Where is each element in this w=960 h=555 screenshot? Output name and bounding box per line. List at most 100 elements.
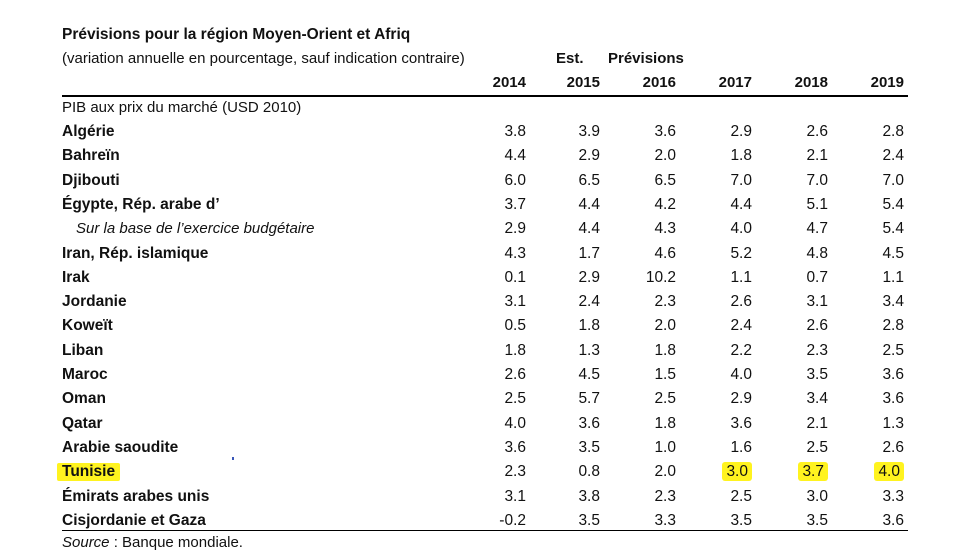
cell-value: 3.5	[578, 438, 600, 456]
table-cell: 3.9	[540, 123, 600, 141]
table-cell: 3.5	[768, 512, 828, 530]
table-cell: 1.1	[844, 269, 904, 287]
cell-value: 1.8	[730, 147, 752, 165]
row-label: Tunisie	[57, 463, 121, 482]
cell-value: 2.1	[806, 147, 828, 165]
cell-value: 3.6	[882, 366, 904, 383]
table-cell: 2.9	[540, 147, 600, 165]
cell-value: 0.1	[504, 268, 526, 286]
cell-value: 5.2	[730, 244, 752, 262]
table-cell: 6.0	[466, 172, 526, 190]
footer-divider	[62, 530, 908, 532]
year-header: 2019	[870, 74, 904, 91]
table-cell: 2.1	[768, 147, 828, 165]
table-row: Koweït 0.5 1.8 2.0 2.4 2.6 2.8	[0, 315, 960, 339]
table-cell: 3.6	[844, 512, 904, 530]
table-cell: 2.5	[844, 342, 904, 360]
cell-value: 3.0	[806, 487, 828, 505]
table-cell: 3.0	[692, 462, 752, 482]
table-cell: 7.0	[768, 172, 828, 190]
cell-value: 4.8	[806, 244, 828, 262]
row-label: Arabie saoudite	[62, 438, 179, 456]
cell-value: 7.0	[730, 171, 752, 189]
table-cell: 3.7	[466, 196, 526, 214]
table-cell: 4.0	[844, 462, 904, 482]
row-label: Algérie	[62, 123, 115, 140]
table-cell: 3.6	[844, 366, 904, 384]
cell-value: 4.0	[504, 414, 526, 432]
table-cell: 4.2	[616, 196, 676, 214]
cell-value: 2.5	[504, 390, 526, 408]
table-cell: 7.0	[692, 172, 752, 190]
cell-value: 3.4	[806, 390, 828, 408]
table-row: Égypte, Rép. arabe d’ 3.7 4.4 4.2 4.4 5.1 5.4	[0, 194, 960, 218]
cell-value: 2.8	[882, 317, 904, 335]
table-cell: 4.0	[692, 220, 752, 238]
table-row: Liban 1.8 1.3 1.8 2.2 2.3 2.5	[0, 340, 960, 364]
cell-value: 6.5	[578, 171, 600, 189]
table-cell: 1.5	[616, 366, 676, 384]
cell-value: -0.2	[499, 511, 526, 529]
table-cell: 2.2	[692, 342, 752, 360]
header-divider	[62, 95, 908, 97]
table-row: Jordanie 3.1 2.4 2.3 2.6 3.1 3.4	[0, 291, 960, 315]
table-cell: 3.6	[844, 390, 904, 408]
cell-value: 2.9	[504, 220, 526, 238]
table-row: Bahreïn 4.4 2.9 2.0 1.8 2.1 2.4	[0, 145, 960, 169]
cell-value: 3.7	[798, 462, 828, 482]
cell-value: 3.6	[654, 123, 676, 140]
table-cell: 0.1	[466, 269, 526, 287]
table-cell: 3.4	[844, 293, 904, 311]
cell-value: 4.3	[504, 244, 526, 262]
estimate-label: Est.	[556, 50, 584, 67]
table-cell: 5.4	[844, 196, 904, 214]
table-row: Cisjordanie et Gaza -0.2 3.5 3.3 3.5 3.5 3.6	[0, 510, 960, 534]
cell-value: 10.2	[645, 268, 676, 286]
table-row: Émirats arabes unis 3.1 3.8 2.3 2.5 3.0 3.3	[0, 486, 960, 510]
cell-value: 1.8	[654, 414, 676, 432]
cell-value: 4.4	[578, 195, 600, 213]
table-row: Tunisie 2.3 0.8 2.0 3.0 3.7 4.0	[0, 461, 960, 485]
cell-value: 2.3	[654, 293, 676, 311]
year-header: 2016	[642, 74, 676, 91]
cell-value: 3.7	[504, 195, 526, 213]
cell-value: 2.0	[654, 317, 676, 335]
cell-value: 4.4	[504, 147, 526, 165]
cell-value: 4.0	[730, 220, 752, 238]
cell-value: 2.9	[578, 268, 600, 286]
cell-value: 3.1	[504, 487, 526, 505]
cell-value: 3.1	[806, 293, 828, 311]
cell-value: 4.5	[882, 244, 904, 262]
row-label: Djibouti	[62, 171, 120, 189]
cell-value: 2.5	[882, 341, 904, 359]
cell-value: 2.9	[578, 147, 600, 165]
table-cell: 2.4	[844, 147, 904, 165]
cell-value: 5.1	[806, 195, 828, 213]
row-label: Oman	[62, 390, 106, 408]
cell-value: 3.6	[882, 511, 904, 529]
cell-value: 2.6	[806, 123, 828, 140]
table-cell: 4.5	[844, 245, 904, 263]
table-cell: 3.0	[768, 488, 828, 506]
table-cell: 1.8	[540, 317, 600, 335]
cell-value: 2.5	[654, 390, 676, 408]
row-label: Sur la base de l’exercice budgétaire	[76, 220, 315, 238]
table-cell: 3.4	[768, 390, 828, 408]
cell-value: 1.8	[578, 317, 600, 335]
forecast-label: Prévisions	[608, 50, 684, 67]
table-cell: 2.9	[540, 269, 600, 287]
table-row: Qatar 4.0 3.6 1.8 3.6 2.1 1.3	[0, 413, 960, 437]
cell-value: 7.0	[882, 171, 904, 189]
year-header: 2018	[794, 74, 828, 91]
cell-value: 4.7	[806, 220, 828, 238]
row-label: Qatar	[62, 414, 103, 432]
cell-value: 0.5	[504, 317, 526, 335]
cell-value: 2.9	[730, 123, 752, 140]
table-cell: 2.3	[768, 342, 828, 360]
cell-value: 4.3	[654, 220, 676, 238]
table-cell: 2.4	[692, 317, 752, 335]
table-title: Prévisions pour la région Moyen-Orient e…	[62, 26, 411, 43]
table-cell: 4.6	[616, 245, 676, 263]
cell-value: 3.6	[578, 414, 600, 432]
table-cell: 1.0	[616, 439, 676, 457]
